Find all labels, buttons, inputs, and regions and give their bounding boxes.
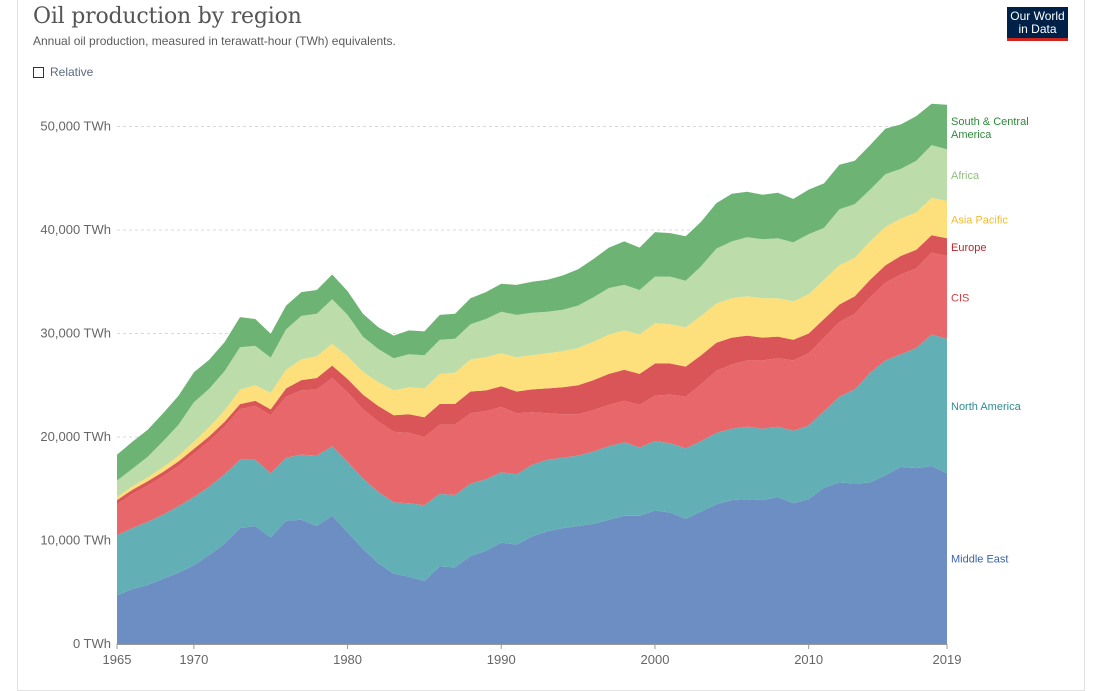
series-label-south-central-america: South & Central America [951,116,1029,141]
y-tick-label: 50,000 TWh [40,119,111,134]
x-tick-label: 1965 [103,652,132,667]
relative-checkbox[interactable] [33,66,44,78]
series-label-middle-east: Middle East [951,554,1008,566]
series-label-europe: Europe [951,242,986,254]
relative-label: Relative [50,65,94,79]
x-tick-label: 2010 [794,652,823,667]
x-tick-label: 2000 [641,652,670,667]
x-tick-label: 1980 [333,652,362,667]
series-label-cis: CIS [951,292,969,304]
y-tick-label: 30,000 TWh [40,326,111,341]
logo-line-1: Our World [1010,9,1065,23]
y-tick-label: 0 TWh [73,636,111,651]
area-cis[interactable] [117,252,947,536]
area-south-central-america[interactable] [117,103,947,481]
chart-subtitle: Annual oil production, measured in teraw… [33,34,396,48]
x-tick-label: 1970 [179,652,208,667]
series-label-asia-pacific: Asia Pacific [951,215,1008,227]
our-world-in-data-logo[interactable]: Our World in Data [1007,7,1068,41]
series-label-africa: Africa [951,170,980,182]
area-middle-east[interactable] [117,466,947,644]
series-label-north-america: North America [951,401,1022,413]
area-africa[interactable] [117,145,947,497]
y-tick-label: 20,000 TWh [40,429,111,444]
y-tick-label: 10,000 TWh [40,533,111,548]
y-tick-label: 40,000 TWh [40,222,111,237]
x-tick-label: 2019 [933,652,962,667]
relative-toggle[interactable]: Relative [33,65,93,79]
logo-line-2: in Data [1018,22,1057,36]
area-north-america[interactable] [117,334,947,596]
chart-title: Oil production by region [33,4,302,29]
x-tick-label: 1990 [487,652,516,667]
